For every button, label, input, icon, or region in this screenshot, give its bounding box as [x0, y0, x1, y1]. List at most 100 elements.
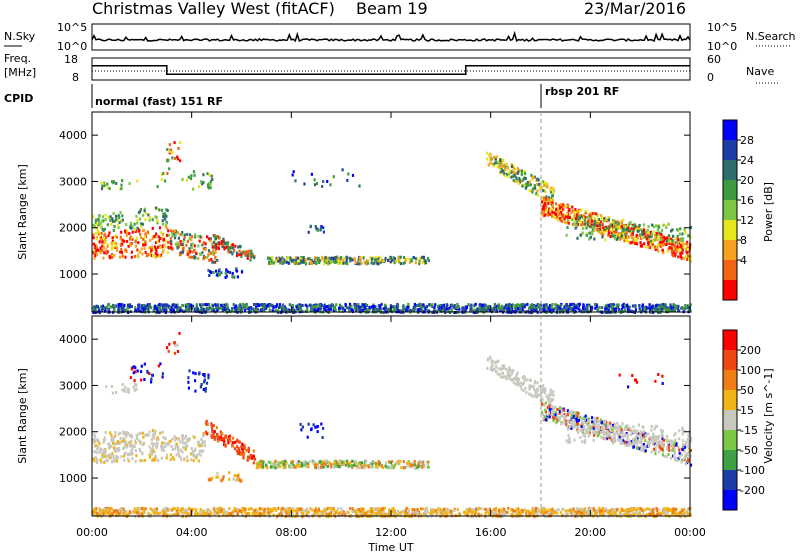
echo-cell	[117, 224, 120, 228]
echo-cell	[165, 208, 168, 212]
echo-cell	[593, 303, 597, 307]
echo-cell	[628, 229, 631, 233]
echo-cell	[125, 250, 128, 253]
echo-cell	[130, 236, 133, 240]
echo-cell	[668, 241, 671, 245]
echo-cell	[279, 258, 282, 261]
echo-cell	[658, 304, 661, 307]
echo-cell	[404, 308, 408, 312]
echo-cell	[567, 221, 570, 225]
echo-cell	[201, 303, 204, 307]
echo-cell	[98, 309, 101, 313]
echo-cell	[152, 254, 155, 258]
colorbar-swatch	[723, 180, 737, 200]
echo-cell	[268, 511, 272, 515]
echo-cell	[271, 255, 274, 259]
echo-cell	[463, 510, 466, 514]
echo-cell	[672, 234, 675, 238]
echo-cell	[164, 245, 167, 249]
echo-cell	[98, 234, 101, 238]
echo-cell	[672, 509, 675, 513]
echo-cell	[296, 507, 299, 511]
echo-cell	[218, 242, 221, 246]
echo-cell	[510, 304, 513, 307]
echo-cell	[169, 458, 172, 462]
echo-cell	[473, 304, 476, 308]
echo-cell	[113, 308, 116, 312]
echo-cell	[151, 218, 154, 222]
echo-cell	[202, 257, 205, 261]
echo-cell	[589, 213, 592, 217]
echo-cell	[470, 513, 473, 517]
echo-cell	[168, 306, 171, 310]
echo-cell	[353, 306, 356, 310]
echo-cell	[365, 512, 369, 516]
echo-cell	[150, 247, 153, 251]
echo-cell	[499, 163, 502, 167]
echo-cell	[547, 210, 550, 214]
echo-cell	[92, 236, 95, 240]
echo-cell	[133, 388, 136, 392]
echo-cell	[596, 508, 599, 512]
echo-cell	[143, 207, 146, 211]
echo-cell	[550, 305, 553, 309]
echo-cell	[609, 224, 612, 228]
echo-cell	[181, 303, 184, 307]
echo-cell	[686, 512, 689, 516]
echo-cell	[532, 509, 535, 513]
echo-cell	[542, 189, 545, 193]
echo-cell	[170, 229, 173, 233]
echo-cell	[149, 450, 152, 454]
echo-cell	[145, 433, 148, 436]
echo-cell	[574, 208, 577, 211]
echo-cell	[231, 252, 234, 256]
echo-cell	[211, 260, 214, 264]
echo-cell	[202, 510, 205, 514]
echo-cell	[133, 510, 136, 514]
echo-cell	[471, 510, 474, 514]
echo-cell	[171, 437, 174, 441]
echo-cell	[333, 508, 336, 512]
echo-cell	[533, 186, 537, 190]
echo-cell	[377, 304, 380, 308]
echo-cell	[319, 227, 322, 231]
echo-cell	[531, 187, 535, 191]
echo-cell	[118, 216, 121, 219]
echo-cell	[685, 242, 688, 246]
echo-cell	[148, 455, 152, 459]
echo-cell	[564, 220, 567, 224]
echo-cell	[317, 509, 321, 513]
echo-cell	[416, 508, 419, 512]
echo-cell	[632, 226, 635, 230]
echo-cell	[301, 512, 304, 516]
echo-cell	[456, 302, 459, 306]
echo-cell	[481, 303, 484, 307]
echo-cell	[491, 162, 494, 166]
echo-cell	[364, 512, 367, 516]
echo-cell	[150, 305, 153, 309]
echo-cell	[498, 166, 501, 170]
echo-cell	[448, 307, 451, 310]
echo-cell	[147, 304, 151, 308]
echo-cell	[120, 308, 123, 312]
echo-cell	[195, 303, 198, 307]
echo-cell	[96, 458, 99, 461]
echo-cell	[163, 309, 166, 313]
echo-cell	[150, 450, 153, 454]
echo-cell	[577, 215, 580, 219]
echo-cell	[669, 509, 673, 513]
echo-cell	[667, 306, 670, 310]
echo-cell	[665, 237, 669, 241]
echo-cell	[202, 434, 205, 438]
echo-cell	[406, 305, 409, 309]
echo-cell	[351, 507, 354, 511]
echo-cell	[179, 233, 182, 236]
echo-cell	[229, 246, 232, 250]
echo-cell	[233, 306, 236, 310]
echo-cell	[412, 511, 415, 515]
echo-cell	[507, 175, 510, 178]
echo-cell	[521, 178, 524, 182]
echo-cell	[171, 231, 174, 235]
echo-cell	[572, 308, 575, 311]
echo-cell	[160, 448, 164, 452]
